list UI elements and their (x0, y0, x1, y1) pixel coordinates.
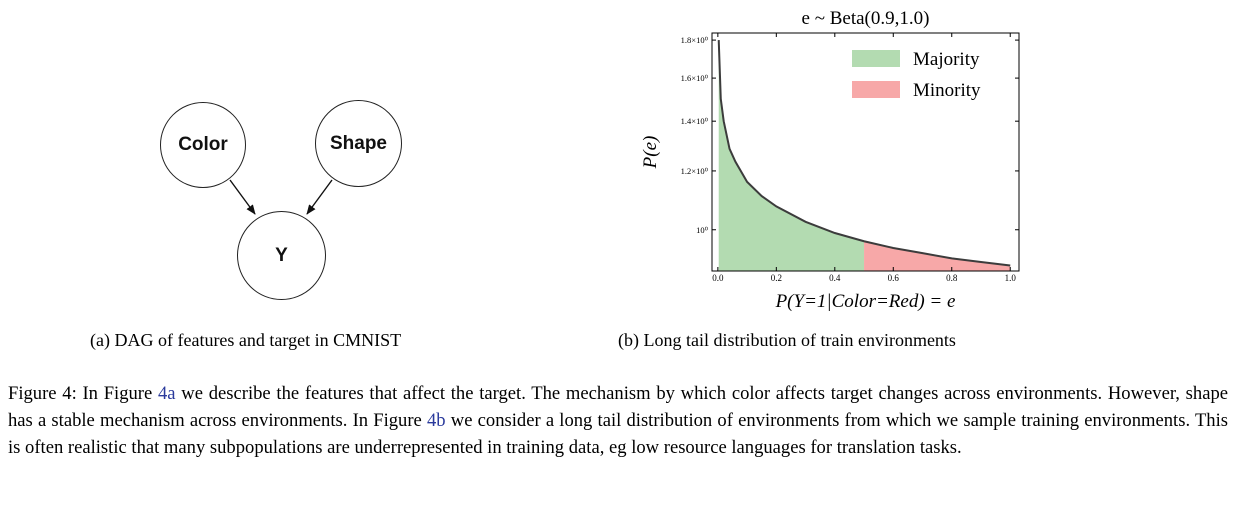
legend-swatch-minority (852, 81, 900, 98)
y-tick-label: 1.6×10⁰ (681, 73, 709, 83)
node-y: Y (237, 211, 326, 300)
x-tick-label: 1.0 (1005, 273, 1017, 283)
y-tick-label: 1.8×10⁰ (681, 35, 709, 45)
node-color: Color (160, 102, 246, 188)
legend-swatch-majority (852, 50, 900, 67)
y-tick-label: 1.4×10⁰ (681, 116, 709, 126)
y-axis-label: P(e) (640, 136, 661, 170)
subfigure-caption-a: (a) DAG of features and target in CMNIST (90, 330, 402, 350)
x-tick-label: 0.8 (946, 273, 958, 283)
caption-text: Figure 4: In Figure (8, 383, 158, 404)
caption-text: we describe the features that affect the… (8, 383, 1228, 431)
figure-reference-link[interactable]: 4b (427, 410, 446, 431)
x-tick-label: 0.0 (712, 273, 724, 283)
caption-text: we consider a long tail distribution of … (8, 410, 1229, 458)
density-curve-line (717, 40, 1011, 267)
edge-color-to-y (229, 179, 256, 215)
legend-label-majority: Majority (913, 49, 980, 70)
dag-diagram (229, 179, 333, 215)
chart-title: e ~ Beta(0.9,1.0) (802, 8, 930, 29)
legend-label-minority: Minority (913, 80, 981, 101)
edge-shape-to-y (306, 179, 333, 215)
y-tick-label: 1.2×10⁰ (681, 166, 709, 176)
x-tick-label: 0.4 (829, 273, 841, 283)
area-majority (718, 40, 865, 272)
plot-frame (711, 32, 1020, 272)
x-tick-label: 0.2 (771, 273, 782, 283)
x-tick-label: 0.6 (888, 273, 900, 283)
beta-distribution-chart: 0.0 0.2 0.4 0.6 0.8 1.0 10⁰ 1.2×10⁰ 1.4×10⁰ 1.6×1… (640, 8, 1020, 312)
figure-caption: Figure 4: In Figure 4a we describe the f… (8, 380, 1228, 461)
figure-reference-link[interactable]: 4a (158, 383, 176, 404)
node-shape: Shape (315, 100, 402, 187)
y-tick-label: 10⁰ (696, 225, 709, 235)
subfigure-caption-b: (b) Long tail distribution of train envi… (618, 330, 956, 350)
x-axis-label: P(Y=1|Color=Red) = e (775, 291, 956, 312)
